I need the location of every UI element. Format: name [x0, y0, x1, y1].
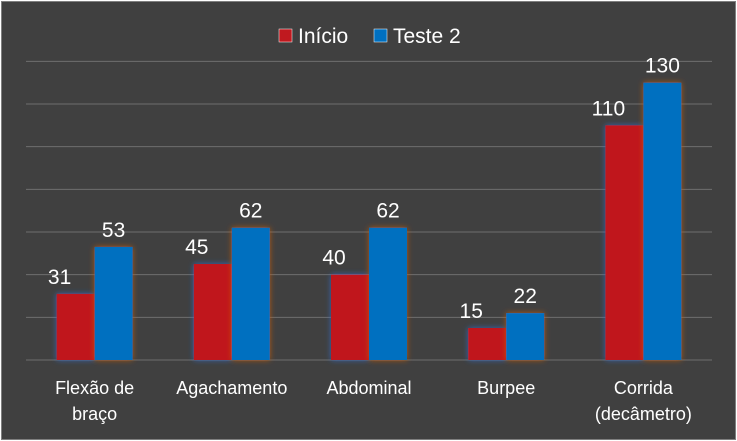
bar-teste-2 — [369, 227, 407, 360]
data-label: 40 — [322, 247, 345, 270]
data-label: 31 — [48, 266, 71, 289]
bar-inicio — [605, 125, 644, 360]
bar-teste-2 — [506, 313, 545, 360]
x-tick-label: braço — [72, 404, 117, 424]
x-tick-label: Corrida — [614, 378, 674, 398]
legend: Início Teste 2 — [278, 25, 461, 48]
x-tick-label: Agachamento — [176, 378, 287, 398]
legend-label: Início — [298, 25, 348, 48]
x-tick-label: Flexão de — [55, 378, 134, 398]
data-label: 62 — [376, 200, 399, 223]
data-label: 62 — [239, 200, 262, 223]
bar-inicio — [193, 264, 232, 360]
data-label: 130 — [645, 55, 680, 78]
legend-swatch — [278, 28, 293, 43]
data-label: 45 — [185, 236, 208, 259]
bar-inicio — [331, 274, 369, 360]
bars — [56, 82, 682, 361]
data-label: 110 — [592, 97, 625, 120]
x-tick-label: (decâmetro) — [595, 404, 692, 424]
data-label: 22 — [514, 285, 537, 308]
x-tick-label: Burpee — [477, 378, 535, 398]
legend-label: Teste 2 — [393, 25, 461, 48]
bar-teste-2 — [231, 227, 270, 360]
data-label: 15 — [460, 300, 483, 323]
bar-inicio — [468, 328, 507, 360]
legend-swatch — [373, 28, 388, 43]
data-labels: 31 53 45 62 40 62 15 22 110 130 — [48, 55, 680, 323]
data-label: 53 — [102, 219, 125, 242]
x-tick-label: Abdominal — [326, 378, 411, 398]
x-axis-tick-labels: Flexão de braço Agachamento Abdominal Burpee… — [55, 378, 692, 424]
bar-teste-2 — [94, 246, 133, 360]
bar-teste-2 — [643, 82, 682, 361]
gridlines — [26, 60, 712, 361]
bar-inicio — [56, 293, 95, 360]
